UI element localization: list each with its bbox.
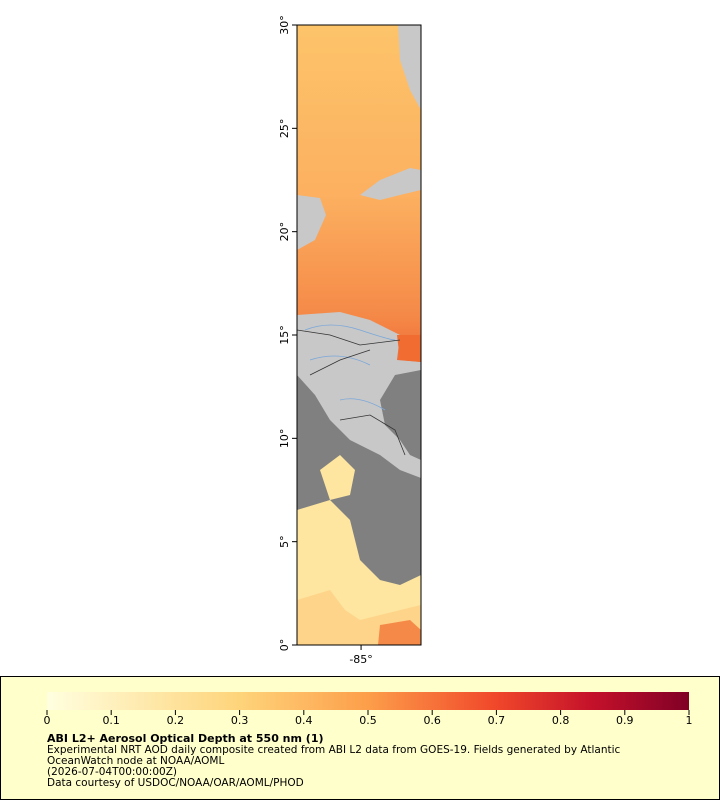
- lat-tick-label: 30°: [278, 15, 291, 35]
- colorbar: [47, 692, 689, 710]
- colorbar-tick-label: 0.6: [423, 714, 441, 727]
- colorbar-tick-label: 0: [44, 714, 51, 727]
- legend-description: Data courtesy of USDOC/NOAA/OAR/AOML/PHO…: [47, 777, 304, 789]
- legend-description: OceanWatch node at NOAA/AOML: [47, 755, 224, 767]
- colorbar-tick-label: 0.1: [102, 714, 120, 727]
- legend-title: ABI L2+ Aerosol Optical Depth at 550 nm …: [47, 732, 324, 745]
- lat-tick-label: 15°: [278, 325, 291, 345]
- colorbar-tick-label: 0.5: [359, 714, 377, 727]
- lat-tick-label: 0°: [278, 639, 291, 652]
- lat-tick-label: 5°: [278, 535, 291, 548]
- colorbar-tick-label: 0.2: [167, 714, 185, 727]
- colorbar-tick-label: 0.7: [488, 714, 506, 727]
- colorbar-tick-label: 1: [686, 714, 693, 727]
- colorbar-tick-label: 0.3: [231, 714, 249, 727]
- lat-tick-label: 10°: [278, 429, 291, 449]
- lon-tick-label: -85°: [349, 653, 372, 666]
- colorbar-tick-label: 0.4: [295, 714, 313, 727]
- lat-tick-label: 25°: [278, 119, 291, 139]
- colorbar-tick-label: 0.9: [616, 714, 634, 727]
- map-image: [297, 25, 421, 645]
- legend-description: (2026-07-04T00:00:00Z): [47, 766, 177, 778]
- legend-description: Experimental NRT AOD daily composite cre…: [47, 744, 621, 756]
- lat-tick-label: 20°: [278, 222, 291, 242]
- colorbar-tick-label: 0.8: [552, 714, 570, 727]
